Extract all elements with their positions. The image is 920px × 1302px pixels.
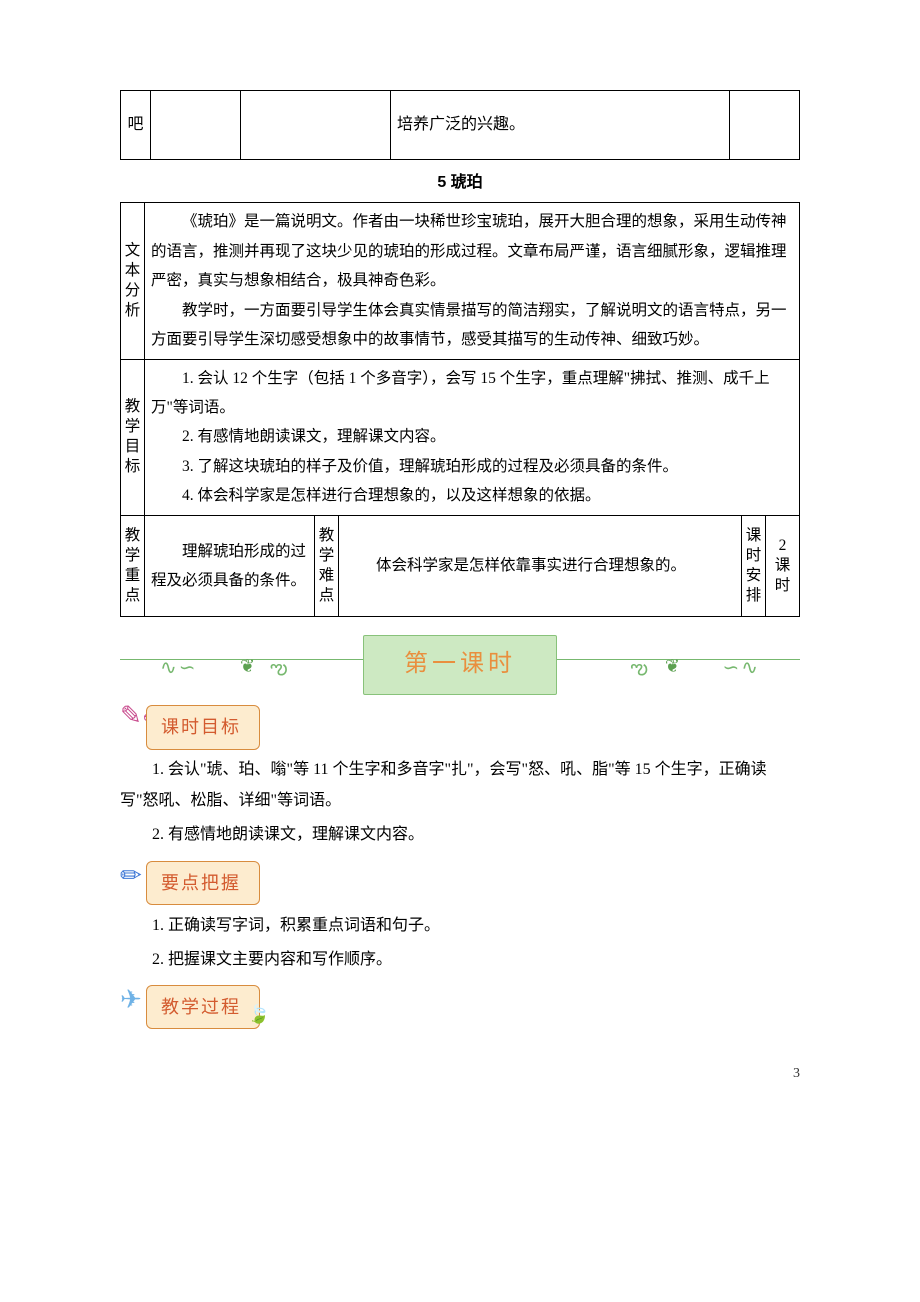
cell-time: 2课时: [766, 515, 800, 617]
page-number: 3: [120, 1061, 800, 1088]
cell-goals: 1. 会认 12 个生字（包括 1 个多音字），会写 15 个生字，重点理解"拂…: [145, 359, 800, 515]
leaf-after-icon: 🍃: [248, 997, 270, 1031]
squiggle-left-icon: ∿∽: [160, 649, 198, 687]
keypoint-text: 理解琥珀形成的过程及必须具备的条件。: [151, 537, 308, 596]
curl-right-icon: ఌ: [630, 649, 650, 687]
tag-goals: ✎✐ 课时目标: [120, 705, 260, 745]
label-keypoint: 教学重点: [121, 515, 145, 617]
top-table-empty3: [730, 91, 800, 160]
banner-box: 第一课时: [363, 635, 557, 695]
goal-4: 4. 体会科学家是怎样进行合理想象的，以及这样想象的依据。: [151, 481, 793, 510]
top-table-right-text: 培养广泛的兴趣。: [397, 116, 525, 133]
leaf-left-icon: ❦: [240, 649, 255, 683]
cell-analysis: 《琥珀》是一篇说明文。作者由一块稀世珍宝琥珀，展开大胆合理的想象，采用生动传神的…: [145, 203, 800, 359]
label-goals: 教学目标: [121, 359, 145, 515]
curl-left-icon: ఌ: [270, 649, 290, 687]
tag-grasp: ✏ 要点把握: [120, 861, 260, 901]
crayon-icon: ✏: [120, 863, 142, 889]
cell-difficulty: 体会科学家是怎样依靠事实进行合理想象的。: [339, 515, 742, 617]
top-table-left-label: 吧: [121, 91, 151, 160]
leaf-right-icon: ❦: [665, 649, 680, 683]
row-key-diff-time: 教学重点 理解琥珀形成的过程及必须具备的条件。 教学难点 体会科学家是怎样依靠事…: [121, 515, 800, 617]
lesson-goal-1: 1. 会认"琥、珀、嗡"等 11 个生字和多音字"扎"，会写"怒、吼、脂"等 1…: [120, 755, 800, 816]
lesson-title: 5 琥珀: [120, 168, 800, 198]
tag-grasp-box: 要点把握: [146, 861, 260, 905]
main-table: 文本分析 《琥珀》是一篇说明文。作者由一块稀世珍宝琥珀，展开大胆合理的想象，采用…: [120, 202, 800, 617]
top-table-left-char: 吧: [123, 115, 148, 136]
difficulty-text: 体会科学家是怎样依靠事实进行合理想象的。: [345, 551, 735, 580]
analysis-p2: 教学时，一方面要引导学生体会真实情景描写的简洁翔实，了解说明文的语言特点，另一方…: [151, 296, 793, 355]
tag-goals-box: 课时目标: [146, 705, 260, 749]
top-fragment-table: 吧 培养广泛的兴趣。: [120, 90, 800, 160]
plane-icon: ✈: [120, 987, 142, 1013]
label-time: 课时安排: [742, 515, 766, 617]
top-table-right-cell: 培养广泛的兴趣。: [391, 91, 730, 160]
lesson-goal-2: 2. 有感情地朗读课文，理解课文内容。: [120, 820, 800, 850]
goal-2: 2. 有感情地朗读课文，理解课文内容。: [151, 422, 793, 451]
cell-keypoint: 理解琥珀形成的过程及必须具备的条件。: [145, 515, 315, 617]
grasp-2: 2. 把握课文主要内容和写作顺序。: [120, 945, 800, 975]
label-difficulty: 教学难点: [315, 515, 339, 617]
row-goals: 教学目标 1. 会认 12 个生字（包括 1 个多音字），会写 15 个生字，重…: [121, 359, 800, 515]
top-table-empty1: [151, 91, 241, 160]
squiggle-right-icon: ∽∿: [722, 649, 760, 687]
tag-process: ✈ 教学过程 🍃: [120, 985, 260, 1025]
goal-1: 1. 会认 12 个生字（包括 1 个多音字），会写 15 个生字，重点理解"拂…: [151, 364, 793, 423]
analysis-p1: 《琥珀》是一篇说明文。作者由一块稀世珍宝琥珀，展开大胆合理的想象，采用生动传神的…: [151, 207, 793, 295]
goal-3: 3. 了解这块琥珀的样子及价值，理解琥珀形成的过程及必须具备的条件。: [151, 452, 793, 481]
lesson-banner: ∿∽ ❦ ఌ 第一课时 ఌ ❦ ∽∿: [120, 635, 800, 685]
row-analysis: 文本分析 《琥珀》是一篇说明文。作者由一块稀世珍宝琥珀，展开大胆合理的想象，采用…: [121, 203, 800, 359]
label-analysis: 文本分析: [121, 203, 145, 359]
top-table-empty2: [241, 91, 391, 160]
tag-process-box: 教学过程: [146, 985, 260, 1029]
grasp-1: 1. 正确读写字词，积累重点词语和句子。: [120, 911, 800, 941]
